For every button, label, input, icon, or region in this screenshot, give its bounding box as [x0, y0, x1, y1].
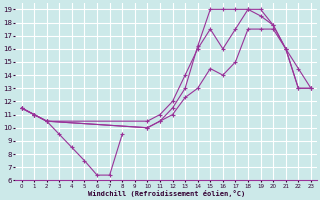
X-axis label: Windchill (Refroidissement éolien,°C): Windchill (Refroidissement éolien,°C): [88, 190, 245, 197]
